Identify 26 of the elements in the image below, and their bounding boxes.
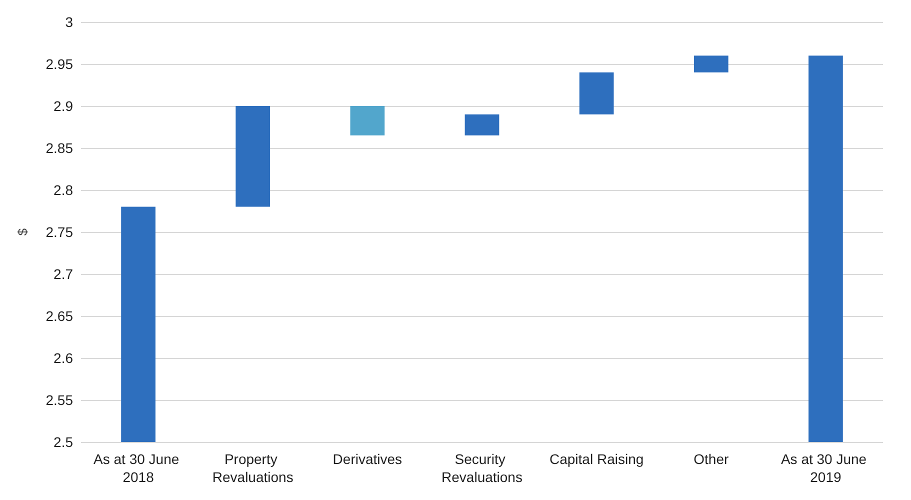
x-tick-label: As at 30 June 2018 [94, 451, 184, 485]
bar [350, 106, 385, 136]
y-tick-label: 2.55 [46, 392, 74, 408]
y-tick-label: 2.95 [46, 56, 74, 72]
x-tick-label: As at 30 June 2019 [780, 451, 870, 485]
y-tick-label: 2.7 [54, 266, 74, 282]
bar [464, 114, 500, 136]
x-tick-label: Property Revaluations [212, 451, 294, 485]
y-tick-label: 2.85 [46, 140, 74, 156]
y-tick-label: 2.65 [46, 308, 74, 324]
bar [121, 206, 156, 442]
bar [579, 72, 614, 114]
bar [694, 56, 728, 72]
y-tick-label: 2.75 [46, 224, 74, 240]
x-tick-label: Other [694, 451, 729, 467]
x-tick-label: Capital Raising [549, 451, 644, 467]
x-tick-label: Security Revaluations [442, 451, 522, 485]
y-axis-title: $ [15, 228, 30, 236]
y-tick-label: 3 [65, 14, 74, 30]
y-tick-label: 2.9 [54, 98, 74, 114]
bar [236, 106, 270, 207]
bar [808, 56, 843, 442]
y-tick-label: 2.8 [54, 182, 74, 198]
x-tick-label: Derivatives [332, 451, 402, 467]
y-tick-label: 2.6 [54, 350, 74, 366]
y-tick-label: 2.5 [54, 434, 74, 450]
